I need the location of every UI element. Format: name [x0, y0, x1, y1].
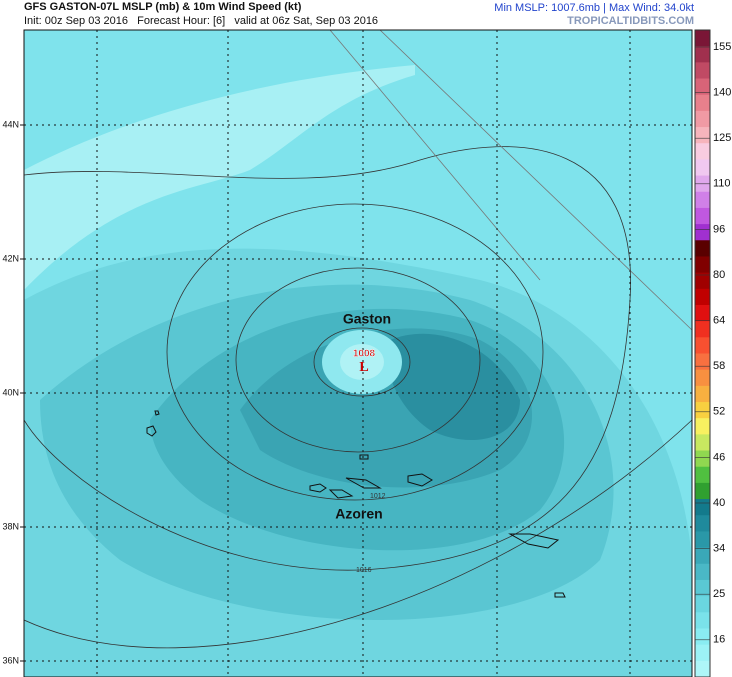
colorbar: 155 140 125 110 96 80 64 58 52 46 40 34 25 16 — [694, 29, 731, 677]
colorbar-swatch — [695, 499, 710, 516]
colorbar-swatch — [695, 466, 710, 484]
colorbar-swatch — [695, 418, 710, 435]
colorbar-label: 110 — [713, 178, 731, 190]
colorbar-label: 125 — [713, 132, 731, 144]
pressure-label: 1008 — [353, 349, 376, 360]
colorbar-label: 80 — [713, 269, 725, 281]
colorbar-swatch — [695, 628, 710, 646]
colorbar-swatch — [695, 304, 710, 322]
colorbar-swatch — [695, 159, 710, 177]
colorbar-swatch — [695, 660, 710, 677]
colorbar-swatch — [695, 434, 710, 452]
colorbar-swatch — [695, 450, 710, 468]
colorbar-swatch — [695, 240, 710, 257]
colorbar-swatch — [695, 207, 710, 225]
colorbar-swatch — [695, 224, 710, 241]
colorbar-swatch — [695, 402, 710, 419]
colorbar-swatch — [695, 644, 710, 662]
lat-label: 36N — [2, 655, 19, 665]
lat-label: 38N — [2, 521, 19, 531]
lat-label: 44N — [2, 119, 19, 129]
colorbar-label: 155 — [713, 41, 731, 53]
map-area: 1012 1016 — [24, 30, 692, 677]
colorbar-frame — [694, 29, 711, 677]
colorbar-label: 34 — [713, 543, 725, 555]
colorbar-swatch — [695, 127, 710, 144]
colorbar-label: 58 — [713, 360, 725, 372]
colorbar-swatch — [695, 531, 710, 549]
colorbar-label: 25 — [713, 588, 725, 600]
colorbar-swatch — [695, 612, 710, 629]
contour-label: 1012 — [370, 493, 386, 500]
colorbar-swatch — [695, 563, 710, 581]
lat-label: 40N — [2, 387, 19, 397]
colorbar-swatch — [695, 369, 710, 387]
colorbar-swatch — [695, 78, 710, 96]
colorbar-swatch — [695, 515, 710, 532]
colorbar-swatch — [695, 482, 710, 500]
colorbar-label: 52 — [713, 406, 725, 418]
colorbar-swatch — [695, 46, 710, 63]
title: GFS GASTON-07L MSLP (mb) & 10m Wind Spee… — [24, 1, 302, 13]
colorbar-swatch — [695, 256, 710, 274]
colorbar-swatch — [695, 596, 710, 613]
colorbar-swatch — [695, 143, 710, 160]
colorbar-swatch — [695, 272, 710, 290]
colorbar-swatch — [695, 288, 710, 306]
colorbar-label: 16 — [713, 634, 725, 646]
colorbar-swatch — [695, 191, 710, 209]
colorbar-label: 64 — [713, 315, 725, 327]
colorbar-label: 46 — [713, 451, 725, 463]
stats: Min MSLP: 1007.6mb | Max Wind: 34.0kt — [494, 2, 694, 14]
colorbar-swatch — [695, 337, 710, 354]
site: TROPICALTIDBITS.COM — [567, 15, 694, 27]
colorbar-swatch — [695, 30, 710, 47]
colorbar-swatch — [695, 547, 710, 565]
lat-label: 42N — [2, 253, 19, 263]
map-frame — [23, 29, 693, 677]
colorbar-swatch — [695, 579, 710, 597]
colorbar-label: 96 — [713, 223, 725, 235]
colorbar-label: 40 — [713, 497, 725, 509]
colorbar-swatch — [695, 353, 710, 371]
colorbar-swatch — [695, 321, 710, 338]
colorbar-label: 140 — [713, 87, 731, 99]
subtitle: Init: 00z Sep 03 2016 Forecast Hour: [6]… — [24, 15, 378, 27]
contour-label: 1016 — [356, 567, 372, 574]
colorbar-swatch — [695, 385, 710, 403]
storm-label: Gaston — [343, 311, 391, 327]
colorbar-swatch — [695, 62, 710, 80]
colorbar-swatch — [695, 110, 710, 128]
islands-label: Azoren — [335, 506, 382, 522]
low-marker: L — [359, 360, 368, 375]
colorbar-swatch — [695, 94, 710, 112]
